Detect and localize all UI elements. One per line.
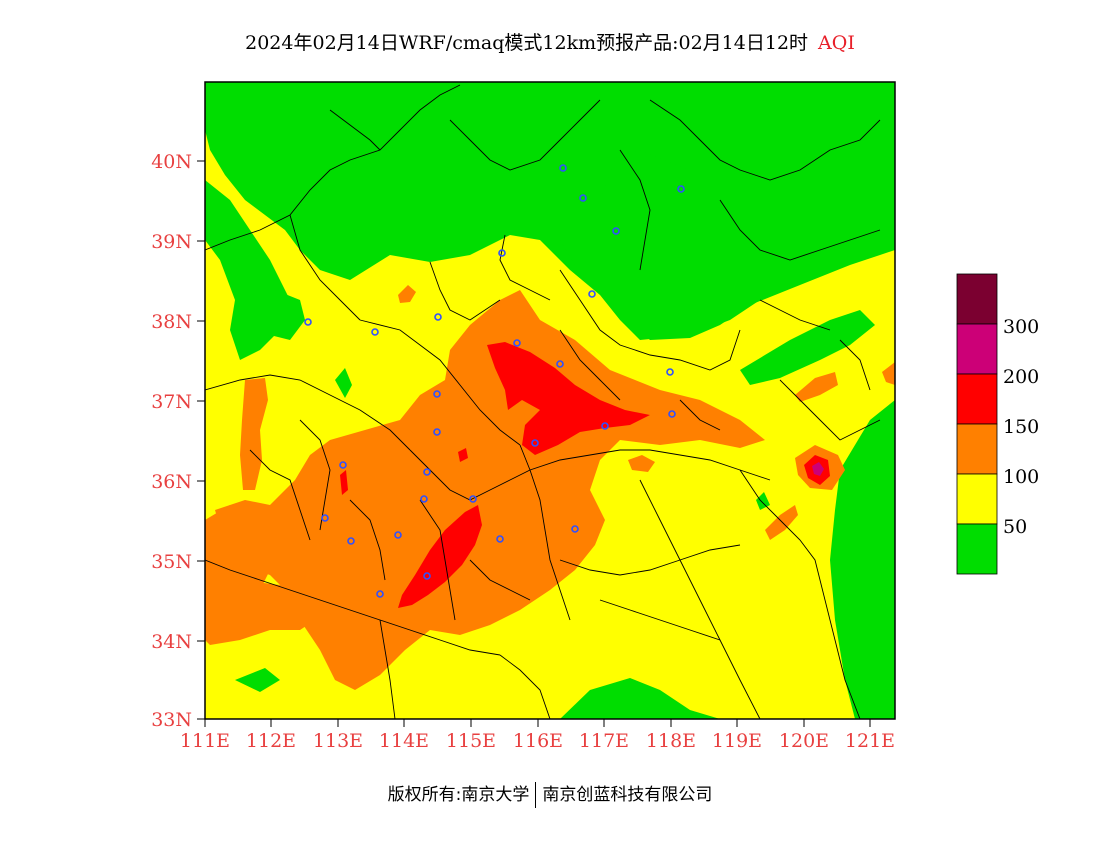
legend-swatch-hazardous: [956, 273, 998, 325]
good-zone-southwest: [235, 668, 280, 692]
sensitive-zone-east-4: [882, 362, 895, 385]
sensitive-zone-southwest: [205, 580, 315, 645]
lat-label-35: 35N: [151, 551, 192, 573]
lon-label-119: 119E: [712, 730, 762, 752]
good-zone-small: [335, 368, 352, 398]
sensitive-zone-small-north: [398, 285, 416, 303]
legend-swatch-unhealthy: [956, 373, 998, 425]
aqi-fill-layers: [205, 82, 895, 719]
legend-swatch-very-unhealthy: [956, 323, 998, 375]
lon-label-113: 113E: [313, 730, 363, 752]
sensitive-zone-left-arc: [240, 378, 268, 490]
aqi-legend: 300 200 150 100 50: [956, 273, 1039, 575]
good-zone-northeast: [560, 150, 895, 340]
map-title: 2024年02月14日WRF/cmaq模式12km预报产品:02月14日12时 A…: [0, 28, 1100, 55]
latitude-axis: 40N 39N 38N 37N 36N 35N 34N 33N: [151, 151, 205, 731]
good-zone-northwest-2: [255, 290, 305, 340]
good-zone-south: [560, 678, 720, 719]
monitoring-stations: [304, 164, 685, 598]
legend-swatch-moderate: [956, 473, 998, 525]
lat-label-34: 34N: [151, 631, 192, 653]
legend-label-300: 300: [1003, 316, 1039, 338]
lat-label-33: 33N: [151, 709, 192, 731]
legend-label-50: 50: [1003, 516, 1027, 538]
copyright-line: 版权所有:南京大学 南京创蓝科技有限公司: [0, 780, 1100, 808]
legend-swatch-sensitive: [956, 423, 998, 475]
copyright-left: 版权所有:南京大学: [387, 785, 530, 805]
copyright-right: 南京创蓝科技有限公司: [542, 785, 713, 805]
good-zone-shandong: [740, 310, 875, 385]
unhealthy-zone-south: [398, 505, 482, 608]
lat-label-38: 38N: [151, 311, 192, 333]
lon-label-117: 117E: [579, 730, 629, 752]
legend-label-150: 150: [1003, 416, 1039, 438]
lat-label-39: 39N: [151, 231, 192, 253]
lat-label-40: 40N: [151, 151, 192, 173]
copyright-separator: [535, 782, 537, 808]
good-zone-small-2: [756, 492, 770, 510]
legend-label-100: 100: [1003, 466, 1039, 488]
unhealthy-zone-small-2: [458, 448, 468, 462]
map-title-main: 2024年02月14日WRF/cmaq模式12km预报产品:02月14日12时: [245, 32, 809, 54]
legend-swatch-good: [956, 523, 998, 575]
lat-label-37: 37N: [151, 391, 192, 413]
lon-label-116: 116E: [513, 730, 563, 752]
lon-label-114: 114E: [379, 730, 429, 752]
lat-label-36: 36N: [151, 471, 192, 493]
longitude-axis: 111E 112E 113E 114E 115E 116E 117E 118E …: [180, 719, 895, 752]
sensitive-zone-east-3: [795, 372, 838, 402]
very-unhealthy-zone-east: [812, 462, 824, 476]
sensitive-zone-small-east: [628, 455, 655, 472]
admin-boundaries: [205, 84, 881, 719]
lon-label-120: 120E: [779, 730, 829, 752]
map-title-tag: AQI: [818, 32, 855, 54]
unhealthy-zone-small: [340, 470, 348, 495]
lon-label-118: 118E: [646, 730, 696, 752]
lon-label-111: 111E: [180, 730, 230, 752]
unhealthy-zone-north: [487, 342, 650, 455]
lon-label-115: 115E: [446, 730, 496, 752]
lon-label-112: 112E: [246, 730, 296, 752]
lon-label-121: 121E: [845, 730, 895, 752]
sensitive-zone-east-2: [765, 505, 798, 540]
good-zone-east-coast: [830, 400, 895, 719]
legend-label-200: 200: [1003, 366, 1039, 388]
